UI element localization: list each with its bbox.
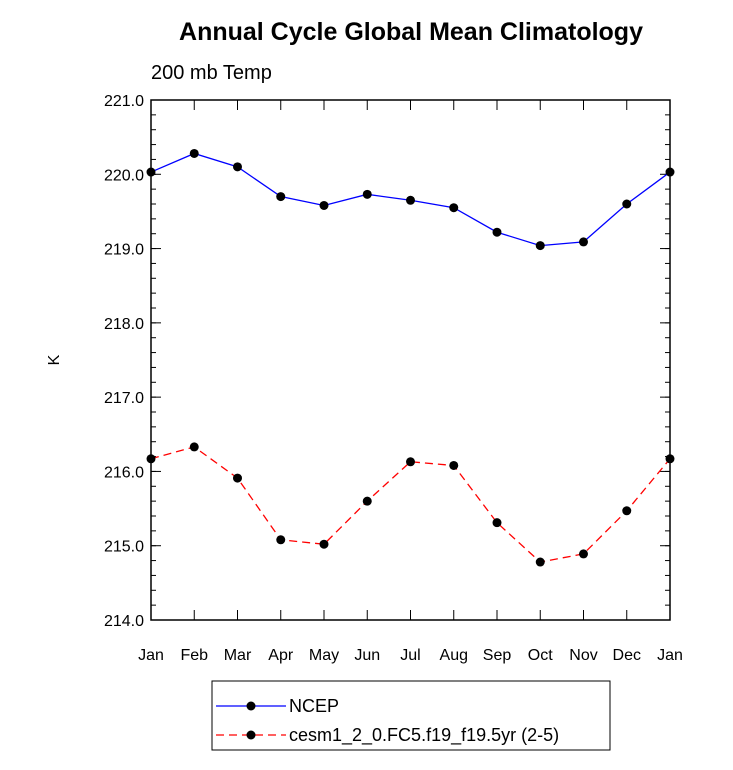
series-0-point (362, 189, 372, 199)
series-1-point (406, 457, 415, 467)
legend-label-1: cesm1_2_0.FC5.f19_f19.5yr (2-5) (289, 725, 559, 746)
series-1-point (233, 473, 242, 483)
series-0-point (492, 227, 502, 237)
y-tick-labels: 214.0 215.0 216.0 217.0 218.0 219.0 220.0 221.0 (104, 93, 144, 630)
series-1-point (622, 506, 632, 516)
series-1-point (579, 549, 588, 559)
x-tick-label: Jul (400, 647, 420, 664)
series-lines (150, 152, 671, 563)
legend-marker-1 (246, 730, 256, 740)
y-tick-label: 218.0 (104, 316, 144, 333)
series-0-point (449, 203, 459, 213)
x-tick-label: Jan (657, 647, 683, 664)
major-ticks (150, 99, 671, 621)
series-0-point (579, 237, 588, 247)
chart-subtitle: 200 mb Temp (151, 62, 272, 84)
minor-ticks (151, 99, 670, 621)
y-tick-label: 216.0 (104, 464, 144, 481)
series-0-point (233, 162, 242, 172)
x-tick-label: Dec (613, 647, 641, 664)
series-0-point (406, 195, 415, 205)
series-1-point (189, 442, 199, 452)
legend-box (211, 680, 611, 751)
x-tick-label: Feb (180, 647, 208, 664)
x-tick-label: Sep (483, 647, 512, 664)
y-tick-label: 217.0 (104, 390, 144, 407)
y-axis-label: K (46, 354, 63, 365)
x-tick-label: Apr (268, 647, 294, 664)
series-1-point (449, 460, 459, 470)
x-tick-label: Aug (440, 647, 468, 664)
y-tick-label: 221.0 (104, 93, 144, 110)
x-tick-label: Nov (569, 647, 597, 664)
y-tick-label: 220.0 (104, 167, 144, 184)
series-1-point (362, 496, 372, 506)
x-tick-label: May (309, 647, 339, 664)
x-tick-label: Oct (528, 647, 553, 664)
x-tick-label: Jun (354, 647, 380, 664)
plot-frame (150, 99, 671, 621)
x-tick-label: Jan (138, 647, 164, 664)
series-0-point (535, 241, 545, 251)
series-0-point (319, 200, 329, 210)
series-0-point (189, 148, 199, 158)
series-1-point (492, 518, 502, 528)
x-tick-labels: Jan Feb Mar Apr May Jun Jul Aug Sep Oct Nov Dec Jan (138, 647, 683, 664)
series-1-point (535, 557, 545, 567)
legend: NCEP cesm1_2_0.FC5.f19_f19.5yr (2-5) (211, 680, 611, 751)
series-0-point (622, 199, 632, 209)
legend-label-0: NCEP (289, 696, 339, 716)
y-tick-label: 214.0 (104, 613, 144, 630)
y-tick-label: 219.0 (104, 242, 144, 259)
series-points (146, 148, 675, 567)
series-1-point (319, 539, 329, 549)
y-tick-label: 215.0 (104, 539, 144, 556)
series-0-point (276, 192, 286, 202)
series-1-point (276, 535, 286, 545)
legend-marker-0 (246, 701, 256, 711)
chart-title: Annual Cycle Global Mean Climatology (179, 18, 643, 46)
x-tick-label: Mar (224, 647, 252, 664)
